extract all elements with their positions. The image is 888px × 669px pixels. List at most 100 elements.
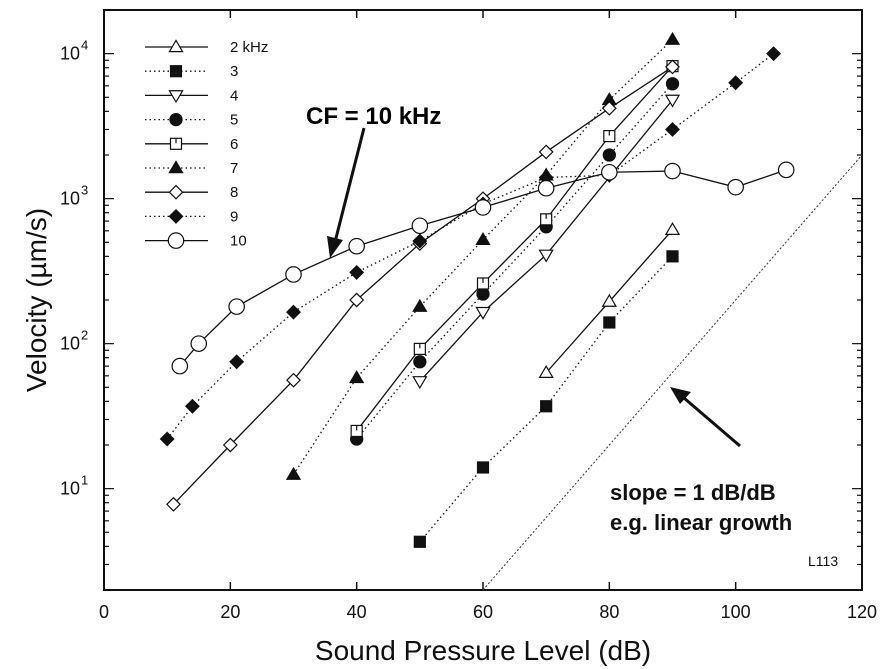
data-point xyxy=(537,179,555,197)
slope-arrow-shaft xyxy=(683,396,741,448)
data-point xyxy=(413,355,427,369)
series-2 xyxy=(413,250,679,548)
data-point xyxy=(190,335,208,352)
legend-label: 8 xyxy=(230,184,238,201)
legend-marker xyxy=(168,39,184,53)
data-point xyxy=(603,316,616,329)
legend-marker xyxy=(167,232,185,249)
data-point xyxy=(348,237,365,255)
series-line xyxy=(166,53,774,440)
x-tick-label: 0 xyxy=(99,602,109,622)
legend-label: 4 xyxy=(230,87,238,104)
x-tick-label: 20 xyxy=(220,602,240,622)
data-point xyxy=(350,424,363,438)
data-point xyxy=(412,376,428,390)
data-point xyxy=(411,217,429,235)
legend-label: 9 xyxy=(230,208,238,225)
data-point xyxy=(171,357,189,375)
data-point xyxy=(412,233,428,249)
cf-arrow-head xyxy=(327,236,343,258)
data-point xyxy=(602,148,616,162)
series-1 xyxy=(538,221,681,378)
slope-arrow-head xyxy=(670,387,691,404)
cf-arrow-shaft xyxy=(333,127,366,243)
series-6 xyxy=(285,31,681,480)
data-point xyxy=(349,264,365,280)
data-point xyxy=(476,287,490,301)
data-point xyxy=(664,162,681,180)
legend-marker xyxy=(169,137,183,150)
series-3 xyxy=(412,94,681,390)
data-point xyxy=(664,31,681,45)
x-tick-label: 100 xyxy=(721,602,751,622)
y-tick-label-base: 10 xyxy=(60,334,80,354)
data-point xyxy=(538,144,554,160)
data-point xyxy=(159,431,175,447)
y-tick-label-base: 10 xyxy=(60,189,80,209)
y-tick-label-base: 10 xyxy=(60,44,80,64)
data-point xyxy=(349,292,365,308)
legend-label: 6 xyxy=(230,136,238,153)
data-point xyxy=(665,59,680,75)
reference-layer xyxy=(482,154,863,591)
figure-id: L113 xyxy=(808,553,838,569)
x-tick-label: 80 xyxy=(599,602,619,622)
y-tick-label-exponent: 1 xyxy=(81,473,88,488)
data-point xyxy=(476,277,490,290)
legend-marker xyxy=(169,65,183,78)
data-point xyxy=(184,398,200,414)
data-point xyxy=(476,461,490,474)
series-9 xyxy=(171,161,795,375)
legend-label: 5 xyxy=(230,112,238,129)
data-point xyxy=(665,122,680,137)
slope-annotation-line1: slope = 1 dB/dB xyxy=(610,480,776,505)
legend-label: 2 kHz xyxy=(230,39,268,56)
data-point xyxy=(286,304,301,320)
data-point xyxy=(286,372,301,388)
slope-annotation-line2: e.g. linear growth xyxy=(610,510,792,535)
series-line xyxy=(356,83,673,440)
data-point xyxy=(349,370,365,384)
data-point xyxy=(601,293,617,307)
data-point xyxy=(666,250,679,263)
data-point xyxy=(665,77,680,91)
y-tick-label-exponent: 3 xyxy=(81,183,88,198)
data-point xyxy=(413,535,426,548)
legend-marker xyxy=(168,208,184,224)
cf-annotation: CF = 10 kHz xyxy=(306,103,441,130)
legend-marker xyxy=(169,112,183,127)
data-point xyxy=(538,249,554,263)
data-point xyxy=(601,163,618,181)
x-tick-label: 120 xyxy=(847,602,877,622)
x-axis-title: Sound Pressure Level (dB) xyxy=(315,635,651,666)
legend-marker xyxy=(168,160,184,174)
legend-label: 3 xyxy=(230,63,238,80)
series-line xyxy=(173,66,673,505)
legend-marker xyxy=(168,90,184,104)
data-point xyxy=(777,161,795,179)
x-tick-label: 60 xyxy=(473,602,493,622)
y-tick-label-exponent: 2 xyxy=(81,328,88,343)
data-point xyxy=(474,199,492,216)
data-point xyxy=(475,232,491,246)
series-line xyxy=(419,99,674,382)
data-point xyxy=(601,100,617,116)
data-point xyxy=(412,298,428,312)
data-point xyxy=(229,354,245,370)
data-point xyxy=(228,298,245,315)
data-point xyxy=(222,437,238,453)
data-point xyxy=(285,466,302,480)
series-layer xyxy=(159,31,795,548)
legend-marker xyxy=(168,184,184,200)
data-point xyxy=(285,266,302,283)
data-point xyxy=(664,221,681,235)
data-point xyxy=(603,130,616,143)
data-point xyxy=(166,496,181,512)
data-point xyxy=(413,342,426,356)
data-point xyxy=(766,46,782,62)
slope-reference-line xyxy=(482,154,863,591)
data-point xyxy=(540,400,553,413)
y-tick-label-base: 10 xyxy=(60,479,80,499)
